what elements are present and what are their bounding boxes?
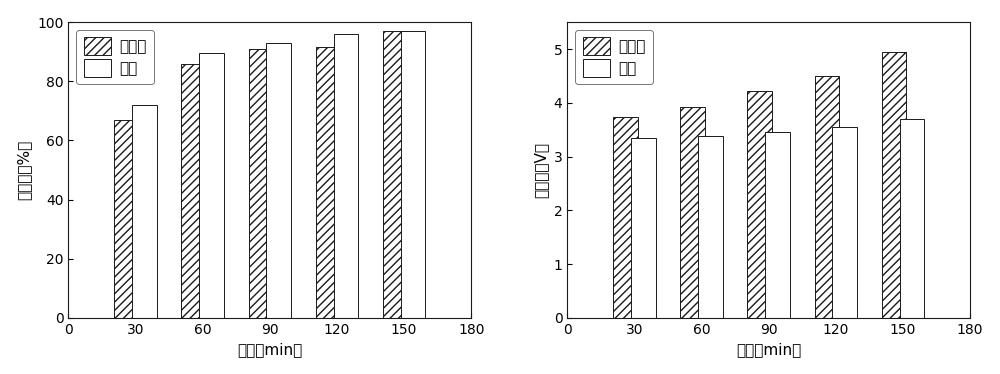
Bar [815, 76, 839, 318]
Bar [698, 136, 723, 318]
Bar [747, 91, 772, 318]
Bar [132, 105, 157, 318]
Bar [680, 107, 705, 318]
Bar [383, 31, 407, 318]
Legend: 未掺碳, 掺碳: 未掺碳, 掺碳 [76, 30, 154, 84]
Y-axis label: 脱色率（%）: 脱色率（%） [17, 140, 32, 200]
X-axis label: 时间（min）: 时间（min） [736, 342, 801, 357]
Bar [266, 43, 291, 318]
Bar [613, 117, 638, 318]
Bar [631, 138, 656, 318]
Legend: 未掺碳, 掺碳: 未掺碳, 掺碳 [575, 30, 653, 84]
Y-axis label: 槽电压（V）: 槽电压（V） [533, 142, 548, 198]
Bar [334, 34, 358, 318]
Bar [882, 52, 906, 318]
Bar [832, 127, 857, 318]
Bar [765, 132, 790, 318]
X-axis label: 时间（min）: 时间（min） [237, 342, 302, 357]
Bar [249, 49, 273, 318]
Bar [900, 119, 924, 318]
Bar [114, 120, 139, 318]
Bar [199, 53, 224, 318]
Bar [401, 31, 425, 318]
Bar [316, 47, 340, 318]
Bar [181, 64, 206, 318]
